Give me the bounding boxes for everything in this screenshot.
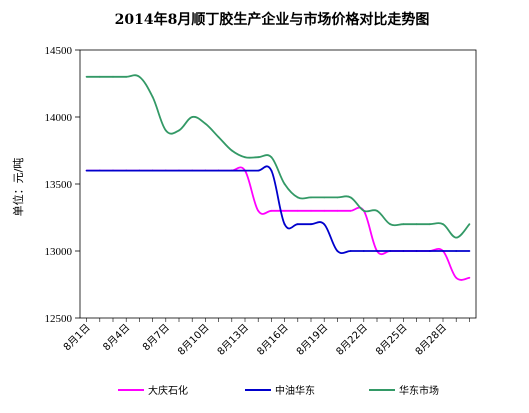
series-3-point xyxy=(283,183,286,185)
series-3-point xyxy=(323,196,326,199)
series-2-point xyxy=(376,250,378,252)
series-lines xyxy=(85,74,471,281)
series-2-point xyxy=(230,169,233,172)
series-3-point xyxy=(244,156,246,159)
series-2-point xyxy=(389,250,392,252)
series-2-point xyxy=(217,169,220,172)
series-2-point xyxy=(415,250,418,252)
legend-label: 大庆石化 xyxy=(148,384,188,397)
series-3-point xyxy=(112,75,114,78)
series-1-point xyxy=(455,276,458,279)
series-2-point xyxy=(310,223,312,226)
series-2-point xyxy=(125,169,128,172)
series-2-point xyxy=(98,169,101,172)
series-3-point xyxy=(270,156,273,159)
series-3-point xyxy=(138,75,141,78)
series-2-point xyxy=(336,250,339,252)
series-2-point xyxy=(85,169,88,172)
series-3-point xyxy=(349,196,352,199)
series-3-point xyxy=(217,136,220,139)
chart-title: 2014年8月顺丁胶生产企业与市场价格对比走势图 xyxy=(115,11,430,28)
x-axis: 8月1日 8月4日 8月7日 8月10日 8月13日 8月16日 8月19日 8月22日 8月2… xyxy=(61,318,470,358)
x-tick-label: 8月19日 xyxy=(294,322,330,358)
series-3-point xyxy=(230,149,233,152)
x-tick-label: 8月28日 xyxy=(413,322,449,358)
series-3-point xyxy=(468,223,471,226)
series-3-point xyxy=(98,75,101,78)
x-tick-label: 8月4日 xyxy=(101,322,133,354)
y-axis: 12500 13000 13500 14000 14500 xyxy=(45,45,80,325)
y-tick-label: 13000 xyxy=(45,246,73,258)
series-2-point xyxy=(151,169,154,172)
series-2-point xyxy=(349,250,352,252)
legend: 大庆石化 中油华东 华东市场 xyxy=(118,384,439,397)
series-2-point xyxy=(112,169,114,172)
series-1-point xyxy=(323,209,326,212)
series-3-point xyxy=(204,122,207,125)
series-1-point xyxy=(310,209,312,212)
series-2-point xyxy=(257,169,260,172)
series-2-point xyxy=(270,169,273,172)
series-3-point xyxy=(85,75,88,78)
x-tick-label: 8月16日 xyxy=(255,322,291,358)
series-3-point xyxy=(402,223,405,226)
series-3-point xyxy=(428,223,431,226)
x-tick-label: 8月13日 xyxy=(215,322,251,358)
series-2-point xyxy=(402,250,405,252)
series-1-point xyxy=(270,209,273,212)
series-2-point xyxy=(428,250,431,252)
series-3-point xyxy=(362,209,365,212)
series-1-point xyxy=(468,276,471,279)
y-tick-label: 14000 xyxy=(45,112,73,124)
series-2-point xyxy=(178,169,180,172)
series-3-point xyxy=(442,223,444,226)
series-2-point xyxy=(442,250,444,252)
series-3-point xyxy=(415,223,418,226)
y-axis-label: 单位：元/吨 xyxy=(11,158,25,217)
series-line-3 xyxy=(86,74,471,239)
series-2-point xyxy=(244,169,246,172)
plot-area-frame xyxy=(79,49,477,319)
series-2-point xyxy=(204,169,207,172)
x-tick-label: 8月25日 xyxy=(373,322,409,358)
series-line-2 xyxy=(86,165,470,255)
x-tick-label: 8月10日 xyxy=(175,322,211,358)
series-1-point xyxy=(257,209,260,212)
y-tick-label: 12500 xyxy=(45,313,73,325)
series-2-point xyxy=(296,223,299,226)
series-2-point xyxy=(164,169,167,172)
series-3-point xyxy=(455,236,458,239)
legend-label: 中油华东 xyxy=(275,384,315,397)
series-2-point xyxy=(323,223,326,226)
series-3-point xyxy=(310,196,312,199)
series-3-point xyxy=(389,223,392,226)
y-tick-label: 14500 xyxy=(45,45,73,57)
x-tick-label: 8月7日 xyxy=(140,322,172,354)
series-3-point xyxy=(125,75,128,78)
series-3-point xyxy=(336,196,339,199)
series-3-point xyxy=(257,156,260,159)
series-1-point xyxy=(336,209,339,212)
series-1-point xyxy=(296,209,299,212)
series-3-point xyxy=(296,196,299,199)
x-tick-label: 8月22日 xyxy=(334,322,370,358)
y-tick-label: 13500 xyxy=(45,179,73,191)
series-1-point xyxy=(349,209,352,212)
series-3-point xyxy=(164,129,167,132)
series-2-point xyxy=(455,250,458,252)
x-tick-label: 8月1日 xyxy=(61,322,93,354)
series-3-point xyxy=(376,209,378,212)
series-2-point xyxy=(283,223,286,226)
series-3-point xyxy=(178,129,180,132)
series-3-point xyxy=(191,116,194,118)
series-3-point xyxy=(151,96,154,98)
series-1-point xyxy=(283,209,286,212)
series-2-point xyxy=(138,169,141,172)
series-2-point xyxy=(468,250,471,252)
series-2-point xyxy=(362,250,365,252)
series-2-point xyxy=(191,169,194,172)
legend-label: 华东市场 xyxy=(399,384,439,397)
